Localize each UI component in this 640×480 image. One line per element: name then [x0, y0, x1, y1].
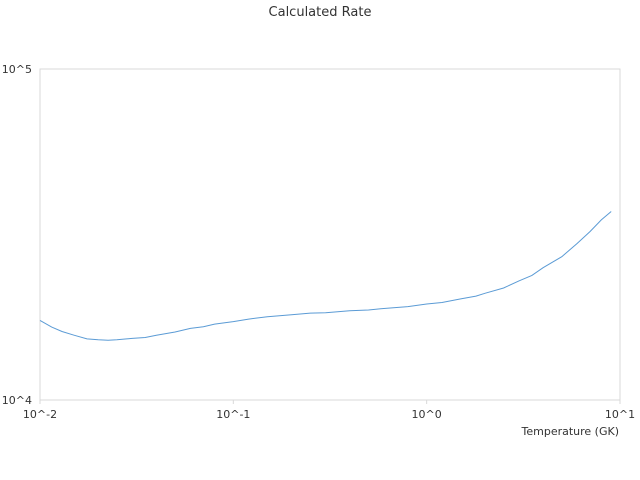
series-layer [39, 211, 612, 341]
y-tick-label: 10^4 [2, 394, 32, 407]
axes [39, 68, 621, 401]
plot-area-frame [39, 68, 621, 401]
x-tick-label: 10^0 [412, 408, 442, 421]
chart-title: Calculated Rate [269, 5, 372, 20]
x-tick-label: 10^-1 [216, 408, 250, 421]
series-line-0 [39, 211, 612, 341]
x-tick-label: 10^1 [605, 408, 635, 421]
y-ticks: 10^4 10^5 [2, 63, 32, 407]
x-axis-label: Temperature (GK) [521, 425, 620, 438]
x-ticks: 10^-2 10^-1 10^0 10^1 [23, 400, 635, 421]
x-tick-label: 10^-2 [23, 408, 57, 421]
y-tick-label: 10^5 [2, 63, 32, 76]
